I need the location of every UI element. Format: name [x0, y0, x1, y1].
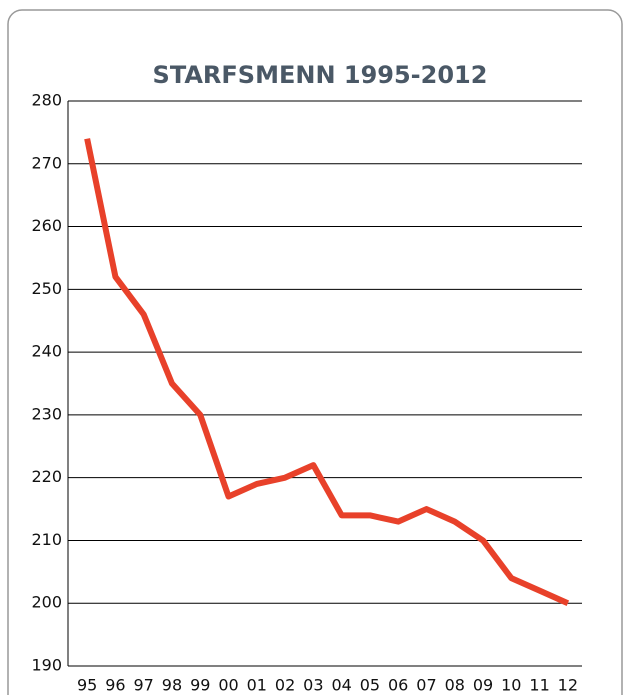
y-tick-label: 190 — [31, 656, 62, 675]
series-line — [84, 138, 570, 606]
x-tick-label: 97 — [134, 676, 154, 695]
y-tick-label: 280 — [31, 91, 62, 110]
x-tick-label: 12 — [558, 676, 578, 695]
y-tick-label: 240 — [31, 342, 62, 361]
x-tick-label: 07 — [416, 676, 436, 695]
x-tick-label: 09 — [473, 676, 493, 695]
x-tick-label: 02 — [275, 676, 295, 695]
y-tick-label: 260 — [31, 216, 62, 235]
x-tick-label: 04 — [331, 676, 351, 695]
x-tick-label: 98 — [162, 676, 182, 695]
y-tick-label: 210 — [31, 530, 62, 549]
x-tick-label: 08 — [445, 676, 465, 695]
x-tick-label: 05 — [360, 676, 380, 695]
x-tick-label: 03 — [303, 676, 323, 695]
y-tick-label: 250 — [31, 279, 62, 298]
x-tick-label: 11 — [529, 676, 549, 695]
y-tick-label: 230 — [31, 404, 62, 423]
x-tick-label: 06 — [388, 676, 408, 695]
chart-title: STARFSMENN 1995-2012 — [153, 61, 488, 89]
x-tick-label: 99 — [190, 676, 210, 695]
y-tick-label: 270 — [31, 153, 62, 172]
x-tick-label: 10 — [501, 676, 521, 695]
x-tick-label: 01 — [247, 676, 267, 695]
y-tick-label: 220 — [31, 467, 62, 486]
x-tick-label: 00 — [218, 676, 238, 695]
x-tick-label: 96 — [105, 676, 125, 695]
x-tick-label: 95 — [77, 676, 97, 695]
y-tick-label: 200 — [31, 593, 62, 612]
